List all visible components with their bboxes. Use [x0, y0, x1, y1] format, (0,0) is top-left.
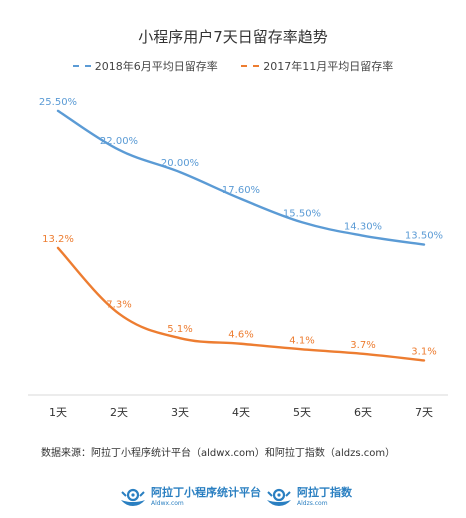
data-source-note: 数据来源：阿拉丁小程序统计平台（aldwx.com）和阿拉丁指数（aldzs.c… — [41, 448, 396, 459]
logo-aldwx-name: 阿拉丁小程序统计平台 — [151, 486, 261, 499]
legend-swatch-nov-2017 — [241, 65, 260, 67]
logo-aldzs: 阿拉丁指数 Aldzs.com — [264, 486, 352, 510]
legend-item-jun-2018: 2018年6月平均日留存率 — [72, 58, 218, 74]
logo-aldwx: 阿拉丁小程序统计平台 Aldwx.com — [118, 486, 261, 510]
data-label-jun-2018: 22.00% — [100, 136, 138, 147]
data-label-nov-2017: 4.1% — [289, 335, 314, 346]
x-tick-label: 4天 — [232, 406, 250, 419]
footer-logos: 阿拉丁小程序统计平台 Aldwx.com 阿拉丁指数 Aldzs.com — [0, 484, 466, 518]
chart-title: 小程序用户7天日留存率趋势 — [138, 28, 328, 46]
data-label-nov-2017: 3.7% — [350, 340, 375, 351]
aladdin-lamp-icon — [267, 488, 291, 506]
x-tick-label: 2天 — [110, 406, 128, 419]
data-label-jun-2018: 15.50% — [283, 208, 321, 219]
legend-swatch-jun-2018 — [72, 65, 91, 67]
logo-aldzs-url: Aldzs.com — [297, 500, 328, 507]
chart-legend: 2018年6月平均日留存率 2017年11月平均日留存率 — [0, 58, 466, 74]
legend-label-nov-2017: 2017年11月平均日留存率 — [263, 60, 394, 73]
data-label-jun-2018: 25.50% — [39, 97, 77, 108]
data-label-jun-2018: 14.30% — [344, 222, 382, 233]
x-tick-label: 5天 — [293, 406, 311, 419]
data-label-nov-2017: 3.1% — [411, 346, 436, 357]
data-label-nov-2017: 7.3% — [106, 300, 131, 311]
data-label-nov-2017: 13.2% — [42, 234, 74, 245]
data-label-jun-2018: 13.50% — [405, 231, 443, 242]
legend-label-jun-2018: 2018年6月平均日留存率 — [94, 60, 218, 73]
retention-line-chart: 1天 2天 3天 4天 5天 6天 7天 25.50% 22.00% 20.00% 17.60% 15… — [28, 97, 448, 419]
data-label-jun-2018: 17.60% — [222, 185, 260, 196]
x-tick-label: 6天 — [354, 406, 372, 419]
data-label-nov-2017: 5.1% — [167, 324, 192, 335]
logo-aldwx-url: Aldwx.com — [151, 500, 184, 507]
data-label-jun-2018: 20.00% — [161, 158, 199, 169]
legend-item-nov-2017: 2017年11月平均日留存率 — [241, 58, 393, 74]
x-tick-label: 3天 — [171, 406, 189, 419]
logo-aldzs-name: 阿拉丁指数 — [297, 486, 352, 499]
aladdin-lamp-icon — [121, 488, 145, 506]
x-tick-label: 1天 — [49, 406, 67, 419]
data-label-nov-2017: 4.6% — [228, 330, 253, 341]
x-tick-label: 7天 — [415, 406, 433, 419]
